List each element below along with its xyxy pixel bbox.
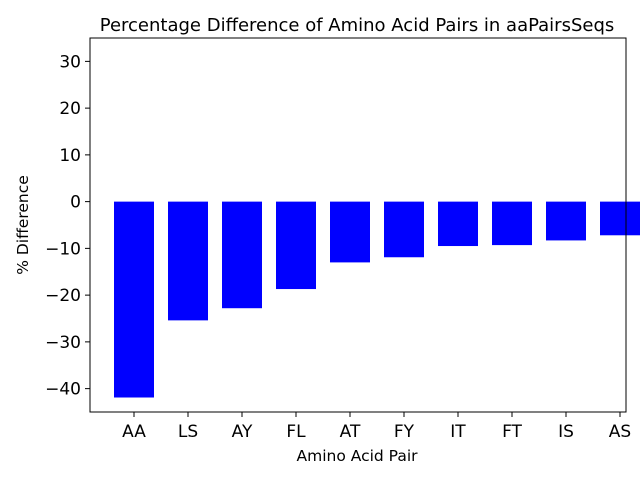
bar-ls xyxy=(168,201,208,321)
bar-ft xyxy=(492,201,532,246)
y-tick-label: −20 xyxy=(45,286,81,306)
chart-title: Percentage Difference of Amino Acid Pair… xyxy=(100,15,615,36)
x-tick-label: AY xyxy=(232,422,253,442)
bar-is xyxy=(546,201,586,241)
x-tick-label: AT xyxy=(340,422,361,442)
y-axis-label: % Difference xyxy=(14,175,32,275)
x-tick-label: FT xyxy=(502,422,522,442)
bar-ay xyxy=(222,201,262,309)
x-tick-label: FL xyxy=(286,422,306,442)
bar-it xyxy=(438,201,478,247)
bar-as xyxy=(600,201,640,236)
bar-aa xyxy=(114,201,154,398)
x-tick-label: IS xyxy=(558,422,574,442)
y-tick-label: −30 xyxy=(45,333,81,353)
y-tick-label: −10 xyxy=(45,239,81,259)
x-axis-label: Amino Acid Pair xyxy=(297,447,419,465)
plot-frame xyxy=(89,37,627,413)
y-tick-label: −40 xyxy=(45,380,81,400)
bar-fy xyxy=(384,201,424,258)
x-tick-label: IT xyxy=(450,422,466,442)
y-tick-label: 30 xyxy=(59,52,81,72)
x-tick-label: LS xyxy=(178,422,198,442)
bar-at xyxy=(330,201,370,263)
y-tick-label: 10 xyxy=(59,146,81,166)
x-axis-ticks: AA LS AY FL AT FY IT FT IS AS xyxy=(122,412,631,442)
x-tick-label: AA xyxy=(122,422,146,442)
y-tick-label: 0 xyxy=(70,193,81,213)
bar-fl xyxy=(276,201,316,290)
bars-group xyxy=(114,201,640,398)
y-tick-label: 20 xyxy=(59,99,81,119)
x-tick-label: FY xyxy=(394,422,415,442)
y-axis-ticks: −40 −30 −20 −10 0 10 20 30 xyxy=(45,52,90,400)
x-tick-label: AS xyxy=(609,422,631,442)
